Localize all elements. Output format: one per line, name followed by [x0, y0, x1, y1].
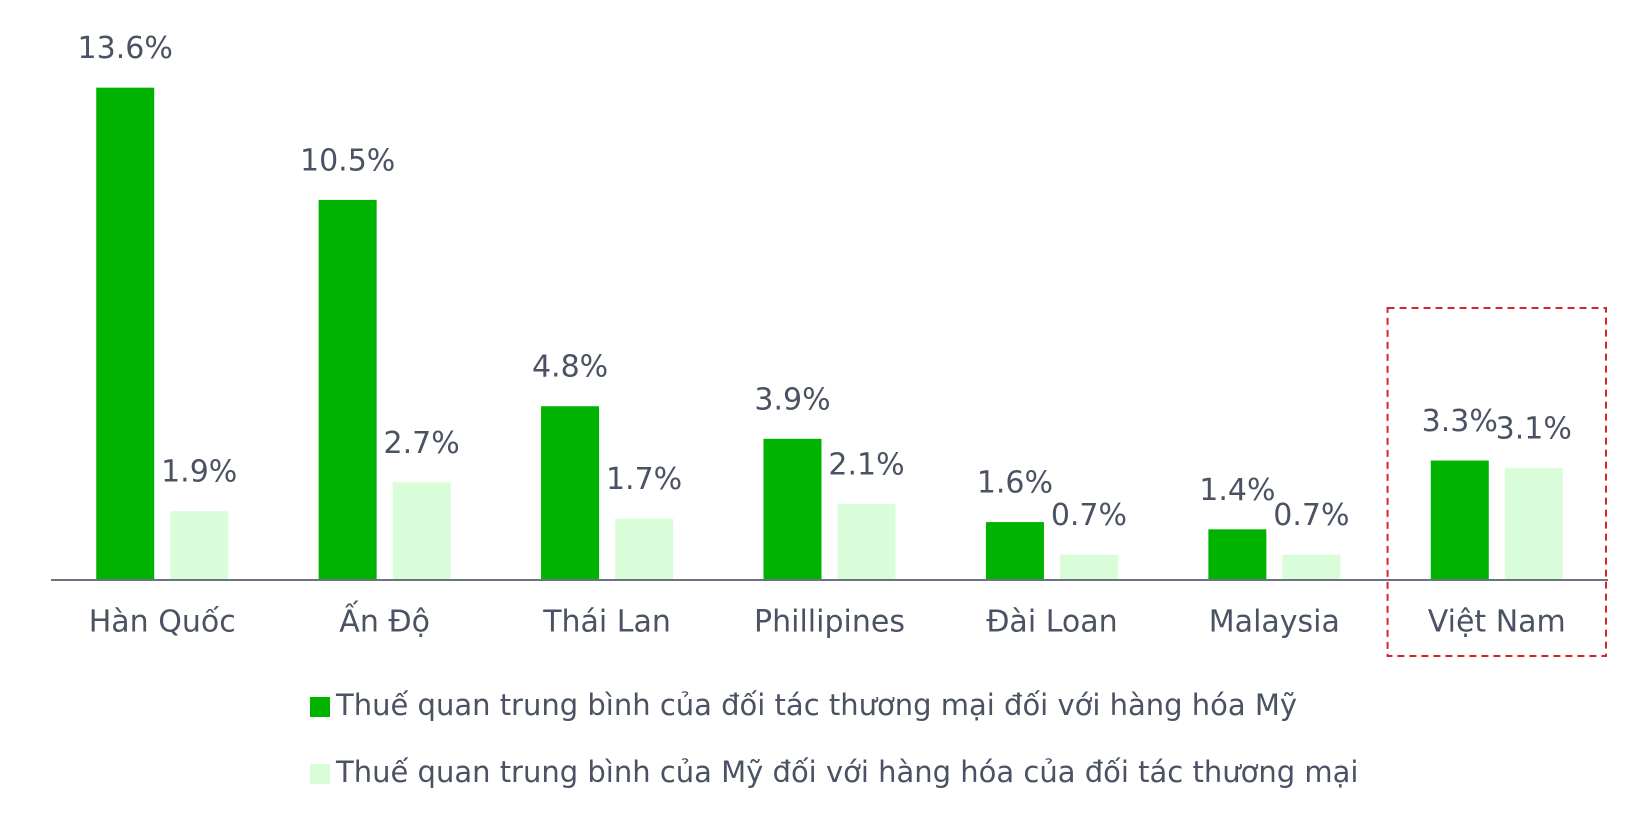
bar [541, 406, 600, 580]
value-label: 2.1% [828, 447, 904, 482]
x-tick-label: Đài Loan [986, 605, 1117, 640]
value-label: 0.7% [1051, 498, 1127, 533]
bar [170, 511, 229, 580]
bar [1504, 467, 1563, 580]
x-tick-label: Ấn Độ [339, 601, 430, 640]
value-label: 1.6% [977, 466, 1053, 501]
legend-swatch [310, 764, 330, 784]
bar [985, 522, 1044, 580]
bar [615, 518, 674, 580]
value-label: 2.7% [384, 426, 460, 461]
legend-label: Thuế quan trung bình của Mỹ đối với hàng… [335, 755, 1358, 789]
value-label: 10.5% [300, 143, 395, 178]
value-label: 1.9% [161, 455, 237, 490]
x-tick-label: Hàn Quốc [89, 605, 236, 640]
value-label: 13.6% [78, 31, 173, 66]
bar [1208, 529, 1267, 580]
value-label: 3.9% [754, 382, 830, 417]
bar [1430, 460, 1489, 580]
highlight-box [1386, 307, 1607, 657]
bar [96, 87, 155, 581]
legend-swatch [310, 697, 330, 717]
value-label: 4.8% [532, 350, 608, 385]
value-label: 3.3% [1422, 404, 1498, 439]
x-tick-label: Thái Lan [542, 605, 671, 640]
x-tick-label: Việt Nam [1428, 605, 1566, 640]
bar [392, 482, 451, 580]
x-tick-label: Phillipines [754, 605, 905, 640]
value-label: 1.7% [606, 462, 682, 497]
bar [763, 438, 822, 580]
x-tick-label: Malaysia [1209, 605, 1340, 640]
bar [318, 199, 377, 580]
value-label: 0.7% [1273, 498, 1349, 533]
bar [1282, 554, 1341, 580]
value-label: 3.1% [1496, 411, 1572, 446]
bar [837, 503, 896, 580]
bar [1059, 554, 1118, 580]
value-label: 1.4% [1199, 473, 1275, 508]
legend-label: Thuế quan trung bình của đối tác thương … [335, 688, 1297, 722]
